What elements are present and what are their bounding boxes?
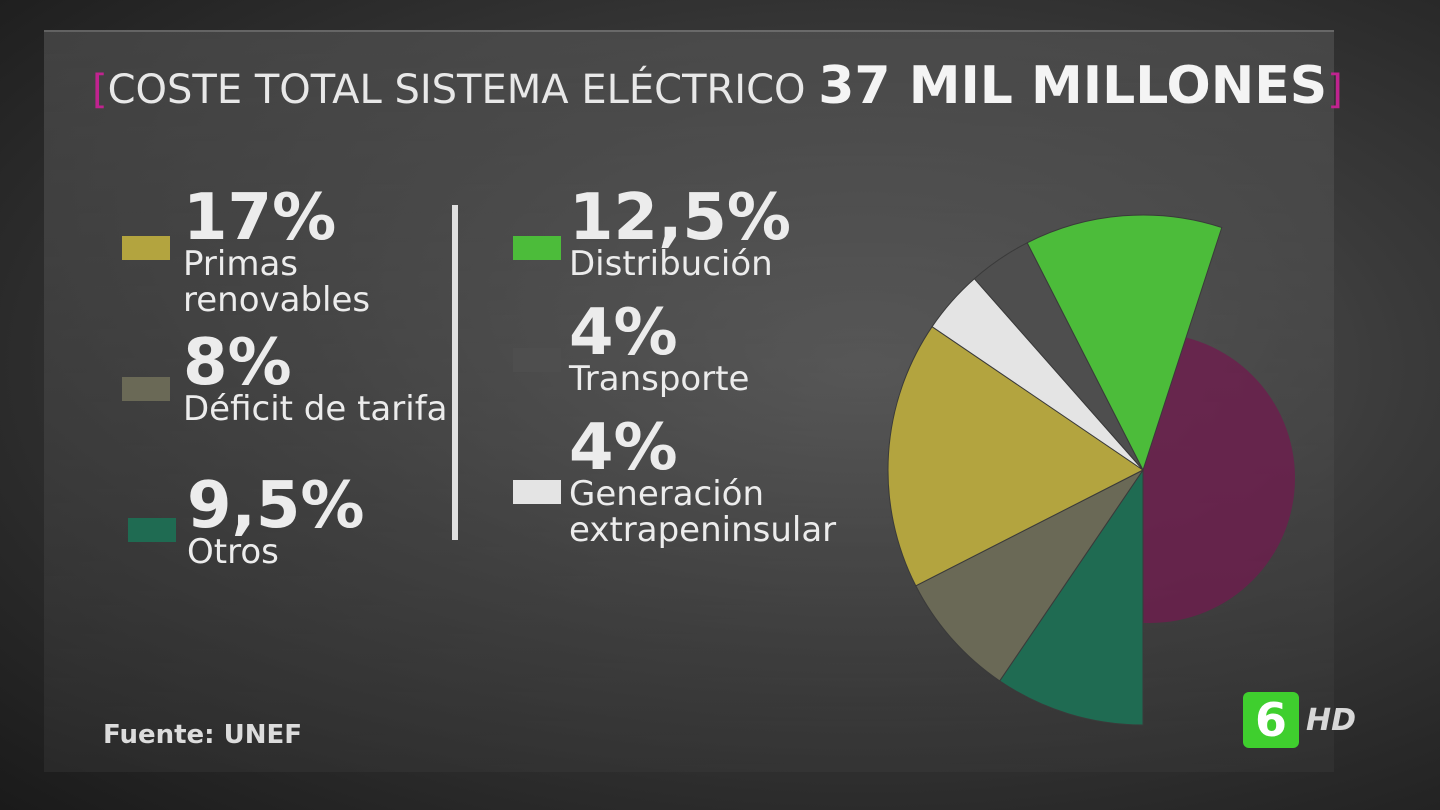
value-label: 4% bbox=[569, 411, 678, 485]
channel-logo: 6 bbox=[1243, 692, 1299, 748]
title: [COSTE TOTAL SISTEMA ELÉCTRICO 37 MIL MI… bbox=[92, 56, 1343, 116]
category-label: Generación extrapeninsular bbox=[569, 474, 837, 550]
category-label: Primas renovables bbox=[183, 244, 371, 320]
pie-slice bbox=[1026, 214, 1223, 472]
legend-swatch bbox=[513, 348, 561, 372]
value-label: 8% bbox=[183, 326, 292, 400]
category-label: Transporte bbox=[569, 359, 750, 399]
value-label: 9,5% bbox=[187, 469, 365, 543]
category-label: Déficit de tarifa bbox=[183, 389, 448, 429]
legend-item: 12,5% Distribución bbox=[569, 181, 869, 284]
legend-item: 9,5% Otros bbox=[187, 469, 487, 572]
pie-slice bbox=[887, 325, 1144, 587]
legend-swatch bbox=[128, 518, 176, 542]
legend-item: 4% Transporte bbox=[569, 296, 869, 399]
divider bbox=[452, 205, 458, 540]
legend-swatch bbox=[513, 480, 561, 504]
legend-item: 8% Déficit de tarifa bbox=[183, 326, 483, 429]
legend-swatch bbox=[122, 377, 170, 401]
value-label: 12,5% bbox=[569, 181, 792, 255]
title-text: COSTE TOTAL SISTEMA ELÉCTRICO bbox=[107, 67, 806, 113]
pie-slice bbox=[915, 469, 1144, 682]
legend-swatch bbox=[122, 236, 170, 260]
value-label: 4% bbox=[569, 296, 678, 370]
value-label: 17% bbox=[183, 181, 337, 255]
legend-swatch bbox=[513, 236, 561, 260]
pie-slice bbox=[998, 468, 1144, 726]
legend-item: 4% Generación extrapeninsular bbox=[569, 411, 889, 550]
total: 37 MIL MILLONES bbox=[818, 56, 1328, 116]
hd-badge: HD bbox=[1306, 703, 1357, 738]
category-label: Distribución bbox=[569, 244, 773, 284]
source: Fuente: UNEF bbox=[103, 720, 303, 750]
category-label: Otros bbox=[187, 532, 279, 572]
legend-item: 17% Primas renovables bbox=[183, 181, 483, 320]
